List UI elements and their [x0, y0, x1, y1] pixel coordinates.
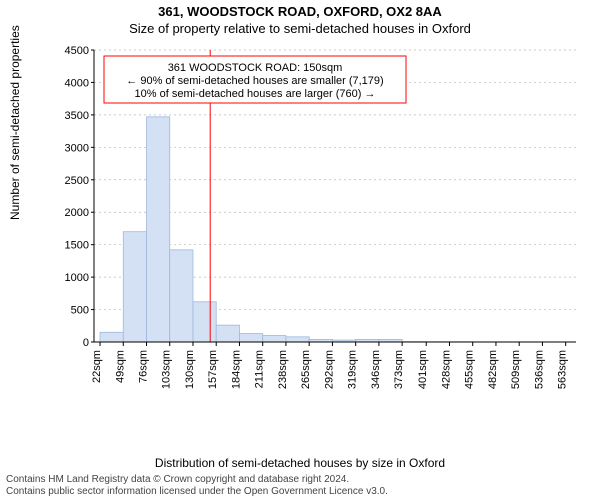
x-tick-label: 49sqm — [114, 350, 126, 383]
x-tick-label: 157sqm — [207, 350, 219, 389]
legend-line: ← 90% of semi-detached houses are smalle… — [126, 75, 383, 87]
y-tick-label: 3000 — [65, 142, 89, 154]
y-tick-label: 2000 — [65, 207, 89, 219]
x-tick-label: 563sqm — [557, 350, 569, 389]
x-tick-label: 536sqm — [533, 350, 545, 389]
footer-line: Contains public sector information licen… — [6, 486, 388, 498]
x-tick-label: 184sqm — [230, 350, 242, 389]
legend-line: 10% of semi-detached houses are larger (… — [135, 88, 376, 100]
x-tick-label: 238sqm — [277, 350, 289, 389]
x-tick-label: 401sqm — [417, 350, 429, 389]
histogram-bar — [147, 117, 170, 342]
histogram-chart: 0 500 1000 1500 2000 2500 3000 3500 4000 4500 22sq… — [60, 44, 580, 404]
page-title: 361, WOODSTOCK ROAD, OXFORD, OX2 8AA — [0, 0, 600, 19]
y-axis-label: Number of semi-detached properties — [8, 25, 22, 220]
x-tick-label: 22sqm — [91, 350, 103, 383]
x-tick-label: 455sqm — [464, 350, 476, 389]
footer-attribution: Contains HM Land Registry data © Crown c… — [6, 474, 388, 498]
y-tick-label: 500 — [71, 305, 89, 317]
x-tick-label: 428sqm — [440, 350, 452, 389]
x-tick-label: 346sqm — [370, 350, 382, 389]
y-tick-label: 4000 — [65, 77, 89, 89]
x-axis-label: Distribution of semi-detached houses by … — [0, 456, 600, 470]
histogram-bar — [100, 332, 123, 342]
histogram-bar — [193, 302, 216, 342]
y-tick-label: 1000 — [65, 272, 89, 284]
y-tick-label: 2500 — [65, 175, 89, 187]
x-tick-label: 373sqm — [393, 350, 405, 389]
histogram-bar — [216, 325, 239, 342]
x-tick-label: 482sqm — [487, 350, 499, 389]
x-tick-label: 130sqm — [184, 350, 196, 389]
y-tick-label: 4500 — [65, 45, 89, 57]
x-tick-label: 292sqm — [323, 350, 335, 389]
x-tick-label: 103sqm — [161, 350, 173, 389]
page-subtitle: Size of property relative to semi-detach… — [0, 19, 600, 36]
x-tick-label: 76sqm — [138, 350, 150, 383]
histogram-bar — [239, 334, 262, 342]
x-tick-label: 509sqm — [510, 350, 522, 389]
legend-line: 361 WOODSTOCK ROAD: 150sqm — [168, 62, 343, 74]
x-tick-label: 319sqm — [347, 350, 359, 389]
x-tick-label: 211sqm — [254, 350, 266, 388]
histogram-bar — [170, 250, 193, 342]
histogram-bar — [123, 232, 146, 342]
histogram-bar — [286, 337, 309, 342]
y-tick-label: 3500 — [65, 110, 89, 122]
y-tick-label: 1500 — [65, 240, 89, 252]
x-tick-label: 265sqm — [300, 350, 312, 389]
footer-line: Contains HM Land Registry data © Crown c… — [6, 474, 388, 486]
y-tick-label: 0 — [83, 337, 89, 349]
histogram-bar — [263, 336, 286, 342]
